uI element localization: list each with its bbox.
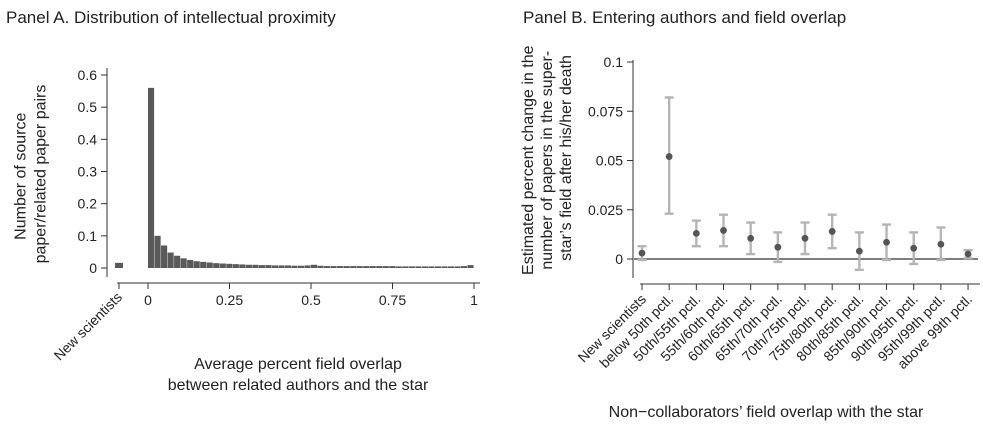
panel-a-xtick-label: 0.5 — [301, 292, 321, 308]
histogram-bar — [389, 266, 396, 268]
panel-a-ylabel: Number of source paper/related paper pai… — [12, 85, 49, 264]
panel-a-xlabel-line2: between related authors and the star — [168, 377, 429, 394]
histogram-bar — [154, 235, 161, 268]
panel-a-plot: 0 0.1 0.2 0.3 0.4 0.5 0.6 0 0.25 0.5 0.75 1 New scie… — [51, 67, 479, 363]
panel-a-ytick-label: 0.6 — [78, 67, 98, 83]
histogram-bar — [180, 258, 187, 268]
new-scientists-bar — [115, 262, 123, 268]
histogram-bar — [408, 266, 415, 268]
histogram-bar — [421, 266, 428, 268]
histogram-bar — [311, 264, 318, 268]
histogram-bar — [174, 255, 181, 268]
panel-a-ytick-label: 0.4 — [78, 131, 98, 147]
histogram-bar — [454, 266, 461, 268]
histogram-bar — [213, 263, 220, 268]
histogram-bar — [271, 265, 278, 268]
panel-b-ytick-label: 0.1 — [604, 54, 624, 70]
histogram-bar — [441, 266, 448, 268]
point-estimate — [638, 249, 646, 257]
panel-a-ytick-label: 0.2 — [78, 196, 98, 212]
panel-b-title: Panel B. Entering authors and field over… — [523, 8, 846, 27]
panel-b-ylabel-line1: Estimated percent change in the — [520, 45, 537, 275]
panel-b-ylabel: Estimated percent change in the number o… — [520, 41, 575, 275]
panel-b-ytick-label: 0.075 — [588, 103, 623, 119]
panel-b-ytick-label: 0.025 — [588, 202, 623, 218]
histogram-bar — [226, 263, 233, 268]
histogram-bar — [245, 264, 252, 268]
histogram-bar — [219, 263, 226, 268]
histogram-bar — [382, 266, 389, 268]
point-estimate — [665, 153, 673, 160]
histogram-bar — [434, 266, 441, 268]
histogram-bar — [167, 252, 174, 268]
histogram-bar — [337, 266, 344, 268]
point-estimate — [910, 244, 918, 252]
point-estimate — [937, 240, 945, 248]
histogram-bar — [148, 87, 155, 268]
panel-a-title: Panel A. Distribution of intellectual pr… — [6, 8, 336, 27]
point-estimate — [828, 228, 836, 235]
histogram-bar — [363, 266, 370, 268]
histogram-bar — [447, 266, 455, 268]
point-estimate — [855, 247, 863, 255]
histogram-bar — [252, 264, 259, 268]
panel-a-ylabel-line2: paper/related paper pairs — [32, 85, 49, 264]
panel-a-ytick-label: 0.3 — [78, 164, 98, 180]
histogram-bar — [232, 264, 239, 268]
histogram-bar — [265, 265, 272, 268]
panel-a-ylabel-line1: Number of source — [12, 113, 29, 240]
point-estimate — [747, 234, 755, 242]
histogram-bar — [415, 266, 422, 268]
histogram-bar — [460, 266, 468, 268]
new-scientists-label: New scientists — [51, 289, 126, 364]
histogram-bar — [193, 261, 200, 268]
panel-b-ylabel-line3: star’s field after his/her death — [558, 55, 575, 261]
histogram-bar — [376, 266, 383, 268]
histogram-bar — [356, 266, 363, 268]
histogram-bar — [369, 266, 376, 268]
histogram-bar — [395, 266, 402, 268]
point-estimate — [720, 227, 727, 234]
histogram-bar — [200, 261, 207, 268]
point-estimate — [692, 229, 700, 237]
histogram-bar — [284, 265, 292, 268]
panel-b-ytick-label: 0.05 — [596, 153, 623, 169]
panel-a-xtick-label: 0.75 — [379, 292, 406, 308]
panel-b: Panel B. Entering authors and field over… — [520, 8, 980, 421]
histogram-bar — [324, 266, 331, 268]
histogram-bar — [317, 265, 324, 268]
histogram-bar — [187, 259, 194, 268]
histogram-bar — [258, 265, 265, 268]
panel-b-ytick-label: 0 — [615, 251, 623, 267]
point-estimate — [883, 238, 890, 246]
panel-a-ytick-label: 0.1 — [78, 228, 98, 244]
histogram-bar — [343, 266, 350, 268]
histogram-bar — [161, 245, 168, 268]
point-estimate — [964, 250, 972, 258]
histogram-bar — [297, 265, 305, 268]
histogram-bar — [239, 264, 246, 268]
histogram-bar — [467, 265, 474, 268]
panel-b-xlabel: Non−collaborators’ field overlap with th… — [609, 404, 924, 421]
panel-a-xtick-label: 1 — [470, 292, 478, 308]
panel-a-xlabel-line1: Average percent field overlap — [194, 356, 402, 373]
histogram-bar — [278, 265, 285, 268]
point-estimate — [774, 243, 782, 251]
panel-a-ytick-label: 0.5 — [78, 99, 98, 115]
histogram-bar — [402, 266, 409, 268]
histogram-bar — [291, 265, 298, 268]
panel-b-ylabel-line2: number of papers in the super- — [539, 51, 556, 270]
panel-a: Panel A. Distribution of intellectual pr… — [6, 8, 480, 394]
point-estimate — [801, 234, 809, 242]
histogram-bar — [330, 266, 337, 268]
histogram-bar — [304, 265, 311, 268]
histogram-bar — [428, 266, 435, 268]
panel-a-xtick-label: 0 — [144, 292, 152, 308]
panel-a-xtick-label: 0.25 — [216, 292, 243, 308]
histogram-bar — [206, 262, 213, 268]
histogram-bar — [350, 266, 357, 268]
panel-a-ytick-label: 0 — [89, 260, 97, 276]
